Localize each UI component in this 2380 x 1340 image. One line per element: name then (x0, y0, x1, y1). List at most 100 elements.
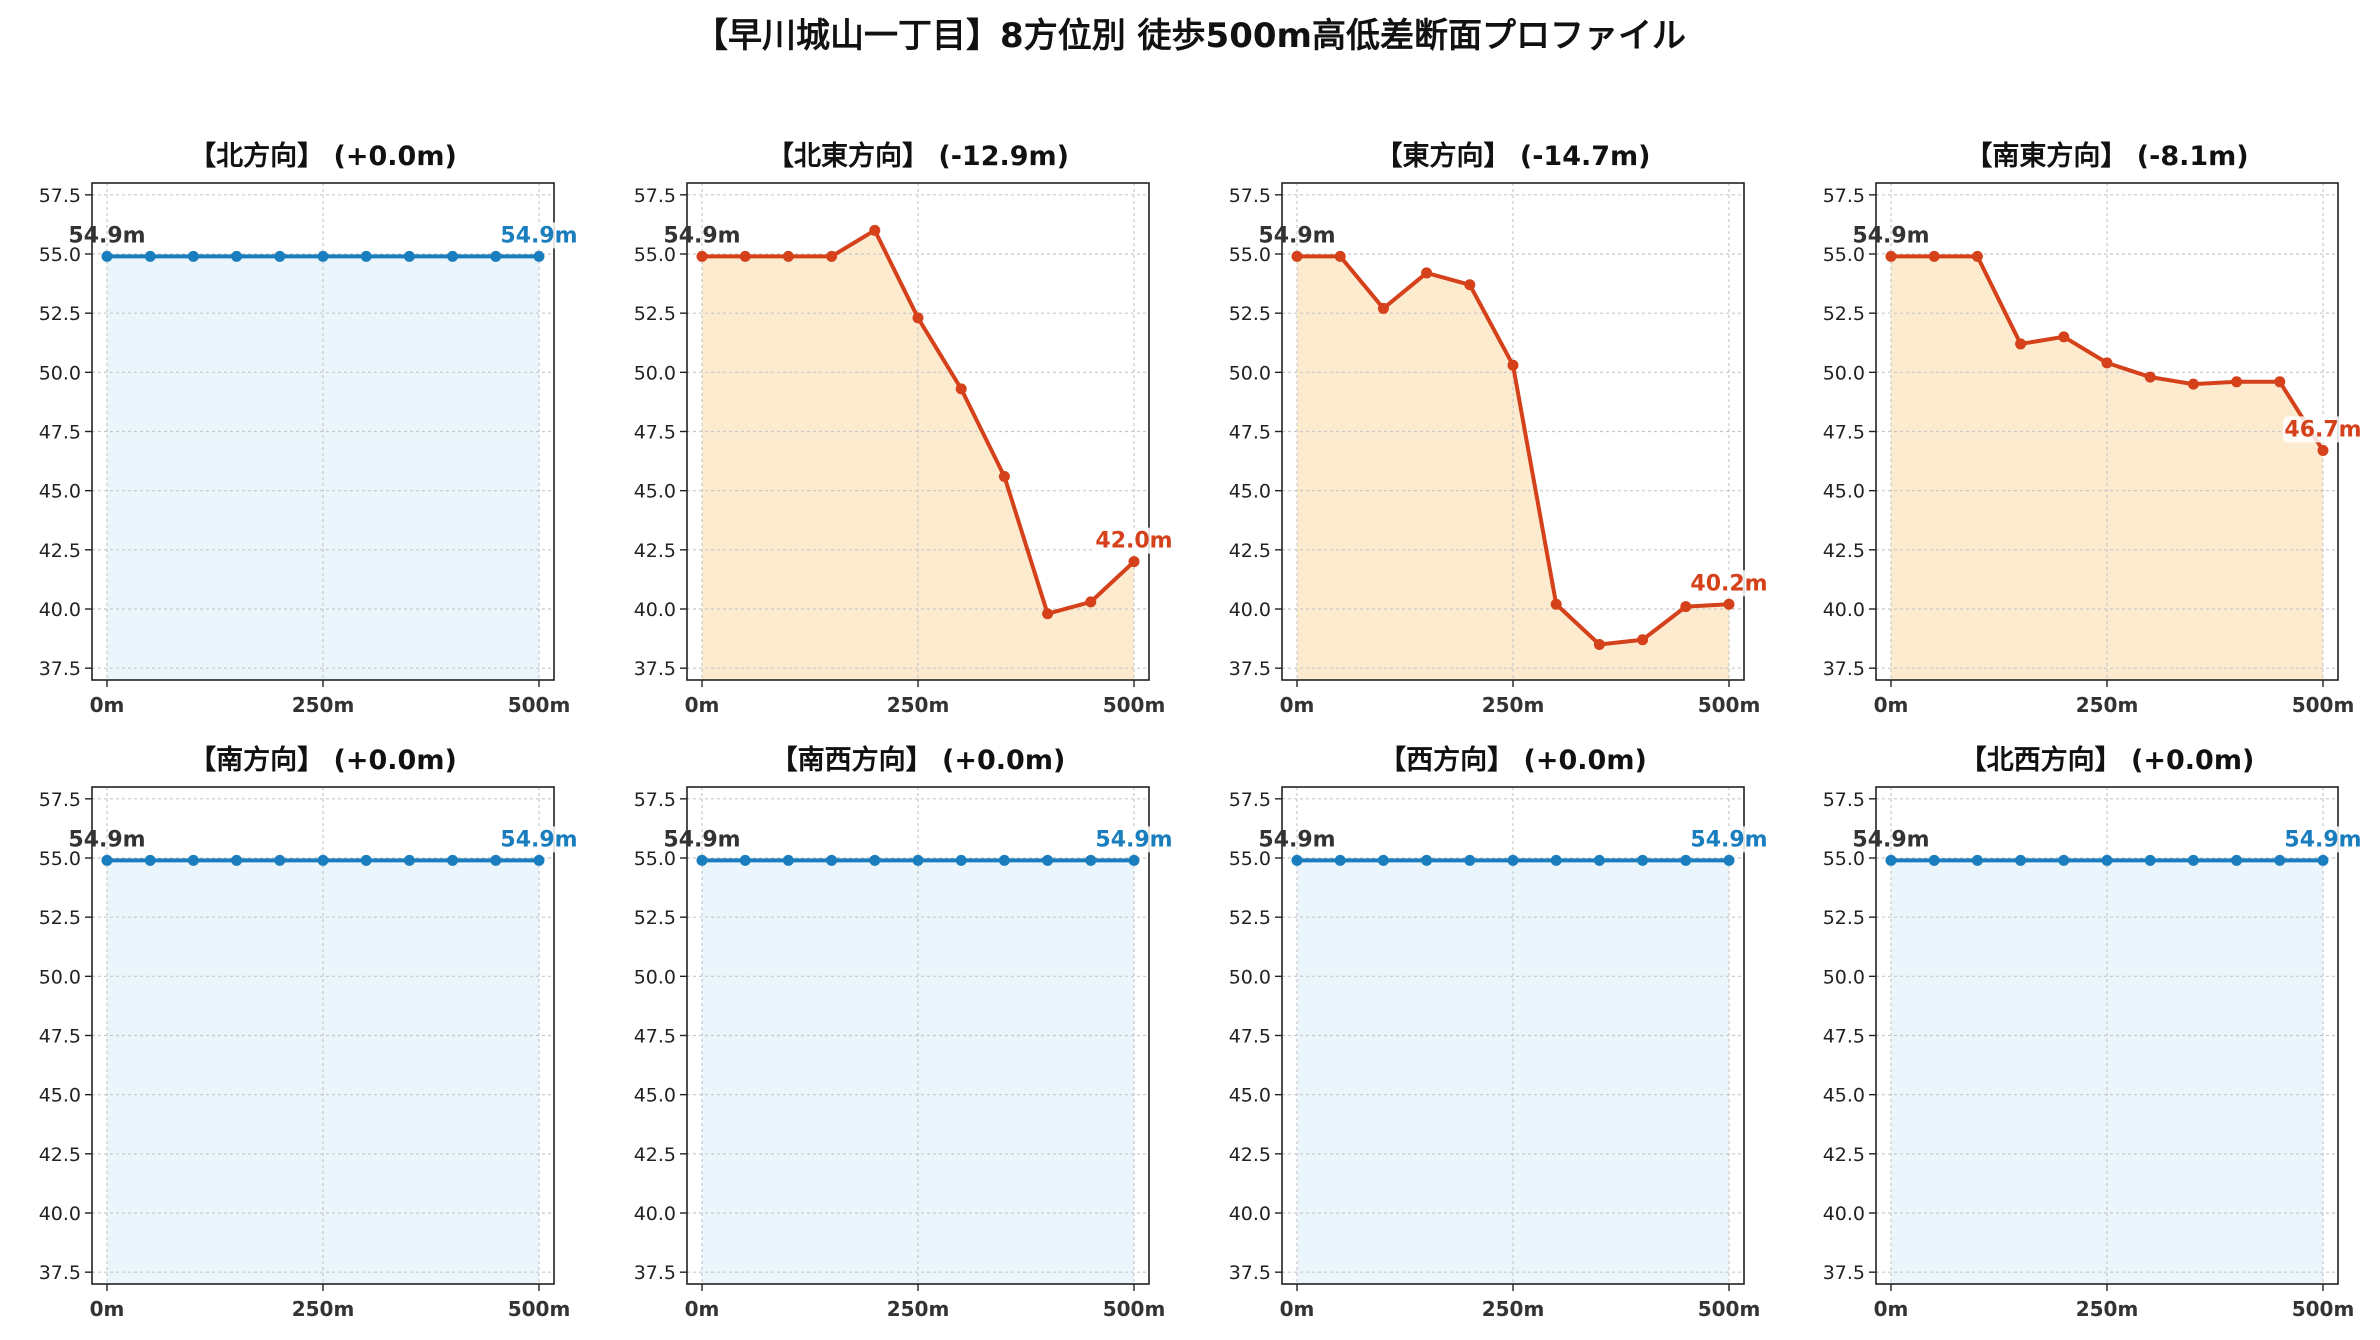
elevation-point (490, 250, 502, 262)
elevation-point (1885, 250, 1897, 262)
y-tick-label: 50.0 (634, 362, 676, 384)
elevation-point (1464, 279, 1476, 291)
elevation-point (1085, 854, 1097, 866)
panel-title: 【北西方向】 (+0.0m) (1960, 744, 2255, 776)
y-tick-label: 52.5 (634, 303, 676, 325)
profile-panel-1: 37.5 40.0 42.5 45.0 47.5 50.0 52.5 55.0 57.5 0m 25… (634, 140, 1174, 717)
elevation-area-fill (1891, 860, 2323, 1284)
y-tick-label: 45.0 (1823, 481, 1865, 503)
elevation-point (2274, 854, 2286, 866)
panel-title: 【北東方向】 (-12.9m) (767, 140, 1069, 172)
start-elevation-label: 54.9m (1852, 223, 1929, 248)
y-tick-label: 47.5 (1823, 1026, 1865, 1048)
elevation-point (826, 854, 838, 866)
y-tick-label: 37.5 (39, 1262, 81, 1284)
y-tick-label: 37.5 (1823, 1262, 1865, 1284)
y-tick-label: 52.5 (634, 907, 676, 929)
elevation-point (1128, 854, 1140, 866)
x-tick-label: 500m (2292, 693, 2355, 717)
figure-title: 【早川城山一丁目】8方位別 徒歩500m高低差断面プロファイル (694, 16, 1686, 56)
profile-panel-6: 37.5 40.0 42.5 45.0 47.5 50.0 52.5 55.0 57.5 0m 25… (1229, 744, 1769, 1321)
y-tick-label: 40.0 (634, 1203, 676, 1225)
elevation-point (2187, 854, 2199, 866)
elevation-point (317, 854, 329, 866)
y-tick-label: 42.5 (1229, 540, 1271, 562)
start-elevation-label: 54.9m (1852, 827, 1929, 852)
elevation-area-fill (702, 860, 1134, 1284)
elevation-point (1885, 854, 1897, 866)
y-tick-label: 47.5 (634, 422, 676, 444)
end-elevation-label: 54.9m (500, 827, 577, 852)
y-tick-label: 40.0 (634, 599, 676, 621)
elevation-point (955, 383, 967, 395)
elevation-point (1377, 854, 1389, 866)
y-tick-label: 45.0 (39, 1085, 81, 1107)
end-elevation-label: 54.9m (2284, 827, 2361, 852)
end-label-background (499, 826, 579, 853)
elevation-point (782, 250, 794, 262)
y-tick-label: 45.0 (1823, 1085, 1865, 1107)
elevation-point (1550, 598, 1562, 610)
start-elevation-label: 54.9m (663, 827, 740, 852)
elevation-point (403, 854, 415, 866)
elevation-point (187, 854, 199, 866)
elevation-area-fill (107, 860, 539, 1284)
elevation-point (533, 250, 545, 262)
y-tick-label: 52.5 (1229, 303, 1271, 325)
elevation-point (2144, 371, 2156, 383)
x-tick-label: 250m (2076, 693, 2139, 717)
y-tick-label: 55.0 (1823, 244, 1865, 266)
elevation-point (274, 854, 286, 866)
y-tick-label: 57.5 (634, 789, 676, 811)
x-tick-label: 500m (1698, 1297, 1761, 1321)
y-tick-label: 50.0 (1229, 966, 1271, 988)
elevation-point (1593, 854, 1605, 866)
x-tick-label: 0m (90, 1297, 125, 1321)
end-elevation-label: 54.9m (1690, 827, 1767, 852)
end-elevation-label: 40.2m (1690, 571, 1767, 596)
y-tick-label: 57.5 (634, 185, 676, 207)
end-label-background (1094, 826, 1174, 853)
elevation-point (1680, 854, 1692, 866)
y-tick-label: 50.0 (39, 966, 81, 988)
elevation-point (2015, 854, 2027, 866)
y-tick-label: 40.0 (39, 599, 81, 621)
y-tick-label: 37.5 (634, 1262, 676, 1284)
panel-title: 【西方向】 (+0.0m) (1379, 744, 1647, 776)
elevation-point (1507, 854, 1519, 866)
x-tick-label: 0m (1280, 693, 1315, 717)
elevation-point (1637, 854, 1649, 866)
y-tick-label: 40.0 (1229, 1203, 1271, 1225)
elevation-point (1334, 854, 1346, 866)
y-tick-label: 55.0 (39, 244, 81, 266)
profile-panel-2: 37.5 40.0 42.5 45.0 47.5 50.0 52.5 55.0 57.5 0m 25… (1229, 140, 1769, 717)
y-tick-label: 45.0 (634, 481, 676, 503)
elevation-point (2101, 854, 2113, 866)
elevation-point (317, 250, 329, 262)
panel-title: 【南東方向】 (-8.1m) (1965, 140, 2248, 172)
elevation-area-fill (1297, 256, 1729, 680)
elevation-point (826, 250, 838, 262)
end-elevation-label: 54.9m (1095, 827, 1172, 852)
elevation-point (1550, 854, 1562, 866)
elevation-point (869, 224, 881, 236)
panel-title: 【南西方向】 (+0.0m) (771, 744, 1066, 776)
y-tick-label: 45.0 (39, 481, 81, 503)
elevation-point (2231, 376, 2243, 388)
y-tick-label: 47.5 (39, 422, 81, 444)
elevation-point (1971, 854, 1983, 866)
elevation-point (1723, 854, 1735, 866)
elevation-point (2058, 331, 2070, 343)
elevation-point (739, 250, 751, 262)
elevation-point (739, 854, 751, 866)
y-tick-label: 47.5 (1229, 1026, 1271, 1048)
start-elevation-label: 54.9m (68, 827, 145, 852)
y-tick-label: 45.0 (634, 1085, 676, 1107)
elevation-point (869, 854, 881, 866)
elevation-point (2317, 444, 2329, 456)
y-tick-label: 37.5 (1229, 1262, 1271, 1284)
x-tick-label: 250m (292, 693, 355, 717)
elevation-point (1723, 598, 1735, 610)
elevation-point (403, 250, 415, 262)
x-tick-label: 0m (1874, 1297, 1909, 1321)
